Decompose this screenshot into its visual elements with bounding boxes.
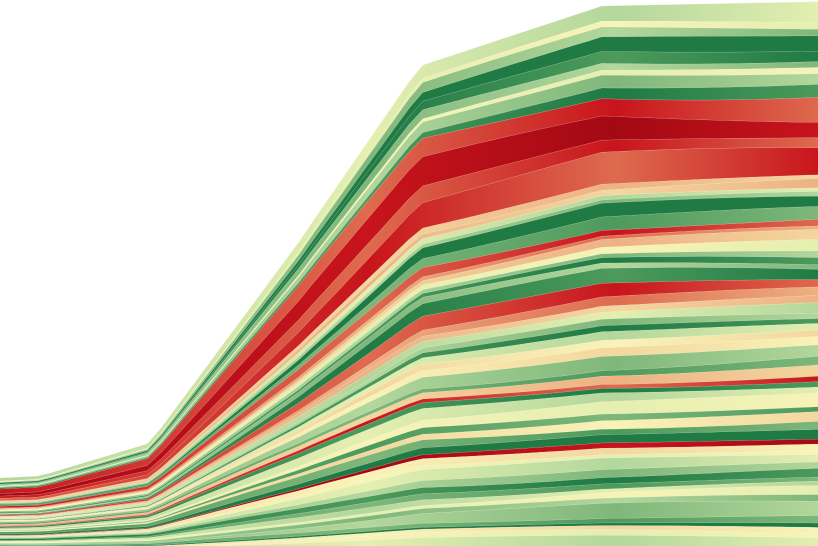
stream-layer-63 (216, 535, 818, 546)
stream-layer-11 (0, 115, 818, 497)
stream-layer-61 (147, 525, 818, 546)
stream-layer-44 (0, 406, 818, 532)
stream-layer-51 (0, 454, 818, 539)
stream-layer-37 (0, 344, 818, 524)
stream-layer-15 (0, 178, 818, 503)
stream-layer-49 (0, 443, 818, 538)
stream-layer-30 (0, 295, 818, 518)
stream-layer-42 (0, 386, 818, 530)
stream-layer-34 (0, 323, 818, 521)
stream-layer-55 (0, 480, 818, 543)
stream-layer-57 (0, 494, 818, 545)
stream-layer-4 (0, 35, 818, 485)
stream-layer-48 (0, 438, 818, 536)
stream-layer-50 (0, 450, 818, 538)
stream-layer-5 (0, 50, 818, 486)
stream-layer-25 (0, 256, 818, 514)
stream-layer-41 (0, 381, 818, 529)
stream-layer-54 (0, 477, 818, 542)
stream-layer-14 (0, 174, 818, 502)
stream-layer-29 (0, 286, 818, 517)
stream-layer-45 (0, 411, 818, 533)
stream-layer-3 (0, 26, 818, 483)
stream-layer-2 (0, 21, 818, 483)
stream-layer-35 (0, 329, 818, 522)
stream-layer-8 (0, 73, 818, 489)
stream-layer-53 (0, 468, 818, 541)
stream-layer-6 (0, 61, 818, 487)
stream-layer-52 (0, 461, 818, 540)
stream-layer-32 (0, 313, 818, 520)
stream-layer-28 (0, 279, 818, 516)
stream-layer-58 (0, 500, 818, 546)
stream-layer-1 (0, 1, 818, 482)
stream-layer-19 (0, 206, 818, 507)
stream-layer-17 (0, 191, 818, 505)
stream-layer-40 (0, 376, 818, 528)
stream-layer-60 (78, 522, 818, 546)
stream-layer-12 (0, 137, 818, 499)
stream-layer-27 (0, 267, 818, 516)
stream-layer-10 (0, 97, 818, 494)
stream-layer-38 (0, 356, 818, 525)
stream-layer-56 (0, 485, 818, 544)
stream-layer-7 (0, 67, 818, 488)
stream-layer-59 (0, 515, 818, 546)
stream-layer-33 (0, 318, 818, 521)
stream-layer-9 (0, 84, 818, 490)
stream-layer-21 (0, 225, 818, 509)
